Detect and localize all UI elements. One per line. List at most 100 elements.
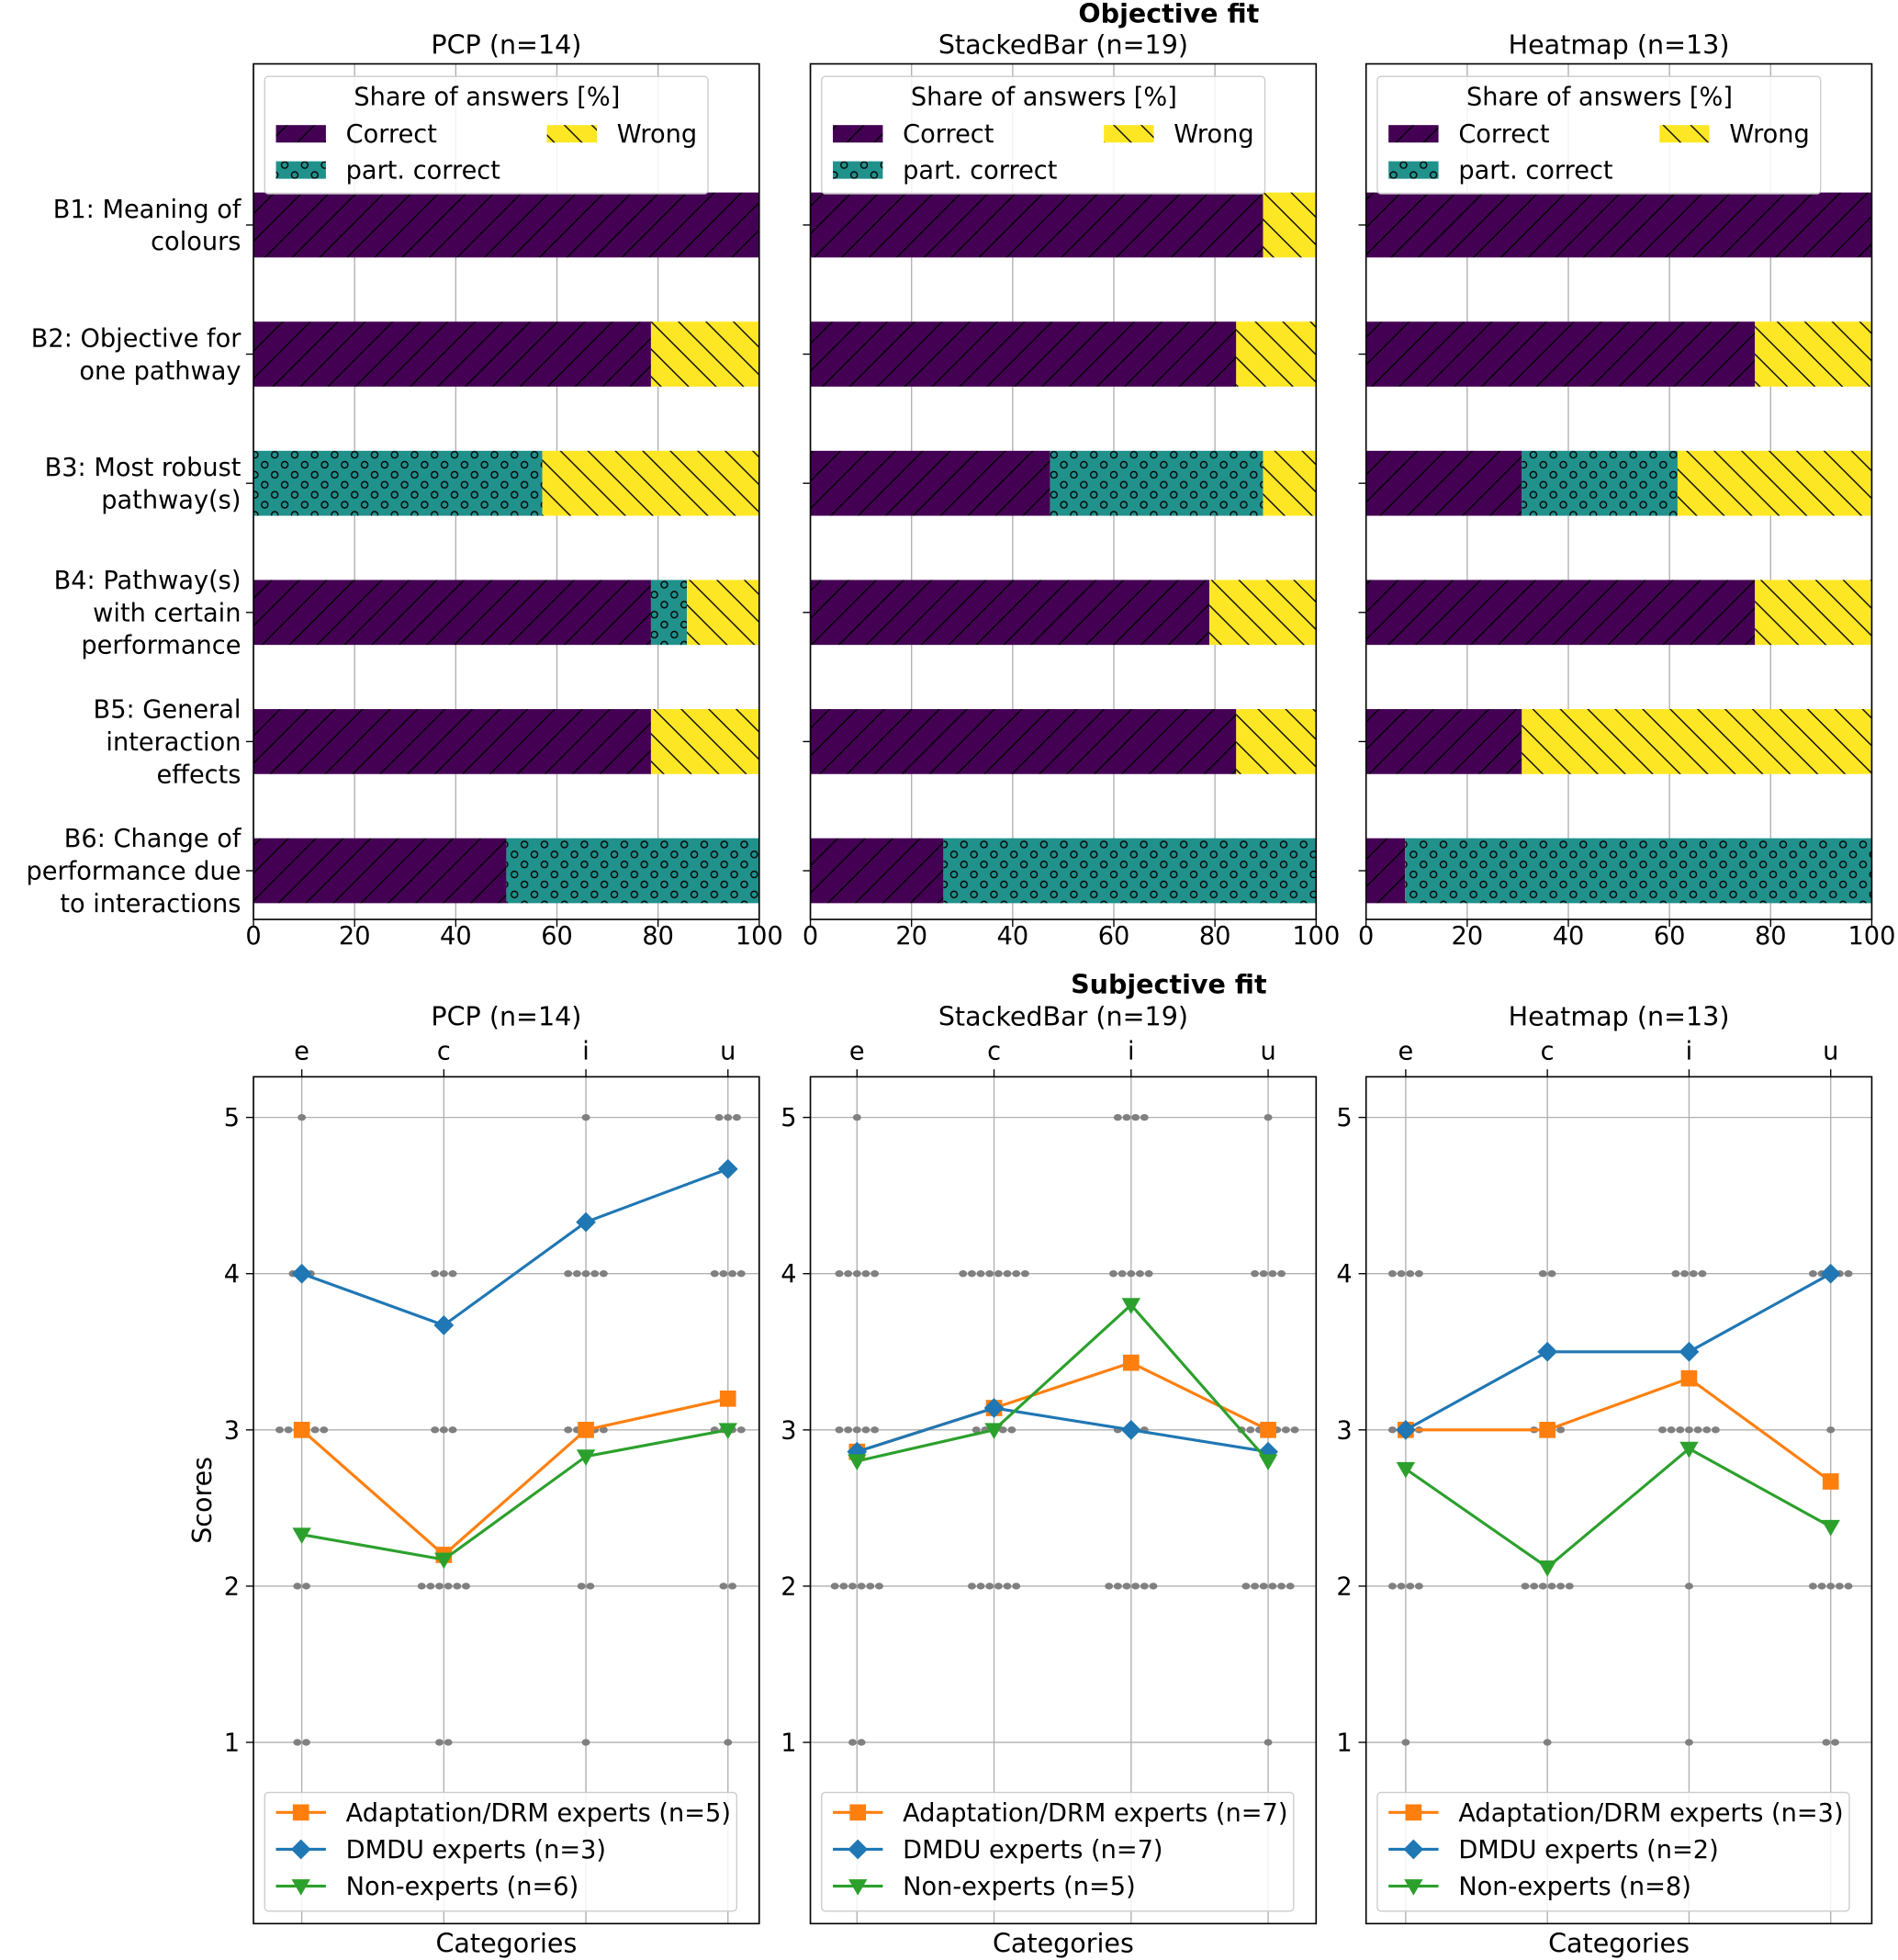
panel-title: Heatmap (n=13): [1509, 29, 1730, 61]
marker-triangle-down-icon: [984, 1423, 1004, 1440]
response-dot: [1817, 1583, 1826, 1590]
response-dot: [985, 1270, 994, 1278]
response-dot: [971, 1426, 981, 1434]
bar-wrong: [1677, 450, 1872, 516]
y-tick-label: 3: [781, 1416, 796, 1445]
bar-wrong: [650, 321, 759, 387]
marker-triangle-down-icon: [1679, 1441, 1699, 1459]
y-axis-label: Scores: [186, 1457, 218, 1544]
bar-correct: [1365, 192, 1872, 258]
bar-correct: [810, 709, 1237, 774]
response-dot: [976, 1583, 985, 1590]
response-dot: [1135, 1270, 1144, 1278]
marker-triangle-down-icon: [1396, 1461, 1416, 1479]
legend-title: Share of answers [%]: [354, 83, 620, 111]
response-dot: [1684, 1583, 1693, 1590]
bar-wrong: [1209, 580, 1317, 646]
response-dot: [844, 1426, 853, 1434]
response-dot: [1521, 1583, 1530, 1590]
response-dot: [835, 1270, 844, 1278]
marker-triangle-down-icon: [848, 1454, 867, 1471]
response-dot: [1530, 1583, 1539, 1590]
marker-square-icon: [1122, 1354, 1140, 1371]
response-dot: [1397, 1270, 1406, 1278]
legend-swatch: [275, 125, 326, 143]
y-tick-label: 3: [1336, 1416, 1352, 1445]
legend-swatch: [1388, 125, 1439, 143]
response-dot: [724, 1113, 733, 1121]
legend-title: Share of answers [%]: [911, 83, 1177, 111]
response-dot: [1268, 1583, 1277, 1590]
bar-correct: [810, 838, 944, 904]
response-dot: [1844, 1583, 1853, 1590]
response-dot: [861, 1270, 870, 1278]
series-line: [301, 1428, 729, 1561]
x-tick-label: 20: [1452, 922, 1484, 951]
x-tick-label: 100: [1847, 922, 1895, 951]
marker-square-icon: [1260, 1421, 1276, 1438]
category-tick-label: c: [987, 1037, 1001, 1065]
bar-part-correct: [943, 838, 1317, 904]
response-dot: [959, 1270, 968, 1278]
x-tick-label: 80: [642, 922, 674, 951]
bar-correct: [253, 192, 759, 258]
y-tick-label: 5: [1336, 1104, 1352, 1132]
x-tick-label: 60: [1654, 922, 1686, 951]
response-dot: [1263, 1113, 1273, 1121]
response-dot: [1012, 1583, 1021, 1590]
response-dot: [1844, 1270, 1853, 1278]
response-dot: [1689, 1270, 1698, 1278]
response-dot: [431, 1426, 440, 1434]
axes-frame: [1365, 62, 1873, 920]
bar-part-correct: [650, 580, 688, 646]
marker-square-icon: [1539, 1421, 1556, 1438]
response-dot: [1835, 1583, 1844, 1590]
response-dot: [1241, 1583, 1251, 1590]
response-dot: [874, 1583, 883, 1590]
category-tick-label: c: [437, 1037, 451, 1065]
response-dot: [1109, 1270, 1117, 1278]
bar-wrong: [1755, 321, 1872, 387]
response-dot: [577, 1583, 586, 1590]
response-dot: [1387, 1426, 1397, 1434]
response-dot: [581, 1113, 590, 1121]
bar-part-correct: [1050, 450, 1263, 516]
marker-square-icon: [849, 1804, 867, 1821]
response-dot: [1140, 1583, 1149, 1590]
legend-label: Non-experts (n=6): [346, 1873, 579, 1901]
legend-label: Non-experts (n=5): [903, 1873, 1136, 1901]
legend-label: part. correct: [346, 157, 501, 186]
response-dot: [1826, 1426, 1836, 1434]
bar-correct: [1365, 709, 1522, 774]
subjective-panel-2: StackedBar (n=19) e c i u 1 2 3 4 5 Adaptation/DRM…: [781, 1001, 1318, 1959]
legend-label: Wrong: [1174, 120, 1253, 149]
response-dot: [1401, 1739, 1410, 1746]
marker-diamond-icon: [1820, 1263, 1841, 1284]
category-tick-label: i: [1128, 1037, 1135, 1065]
legend-label: part. correct: [1458, 157, 1613, 186]
marker-diamond-icon: [291, 1263, 312, 1284]
response-dot: [1251, 1270, 1260, 1278]
panel-title: PCP (n=14): [431, 29, 581, 61]
series-line: [300, 1397, 729, 1558]
bar-wrong: [1522, 709, 1872, 774]
y-tick-label: 3: [224, 1416, 240, 1445]
response-dot: [581, 1270, 590, 1278]
response-dot: [736, 1426, 746, 1434]
response-dot: [1671, 1270, 1680, 1278]
response-dot: [852, 1270, 861, 1278]
legend-swatch: [275, 161, 326, 179]
axes-frame: [253, 1076, 760, 1925]
x-axis-label: Categories: [993, 1928, 1134, 1959]
marker-square-icon: [1680, 1369, 1698, 1387]
axes-frame: [253, 62, 760, 920]
response-dot: [1406, 1270, 1415, 1278]
response-dot: [320, 1426, 329, 1434]
response-dot: [1268, 1270, 1277, 1278]
legend-swatch: [833, 161, 883, 179]
legend-swatch: [833, 125, 883, 143]
response-dot: [1680, 1270, 1690, 1278]
marker-square-icon: [1405, 1804, 1422, 1821]
category-label: to interactions: [60, 890, 241, 918]
category-label: one pathway: [79, 357, 241, 386]
